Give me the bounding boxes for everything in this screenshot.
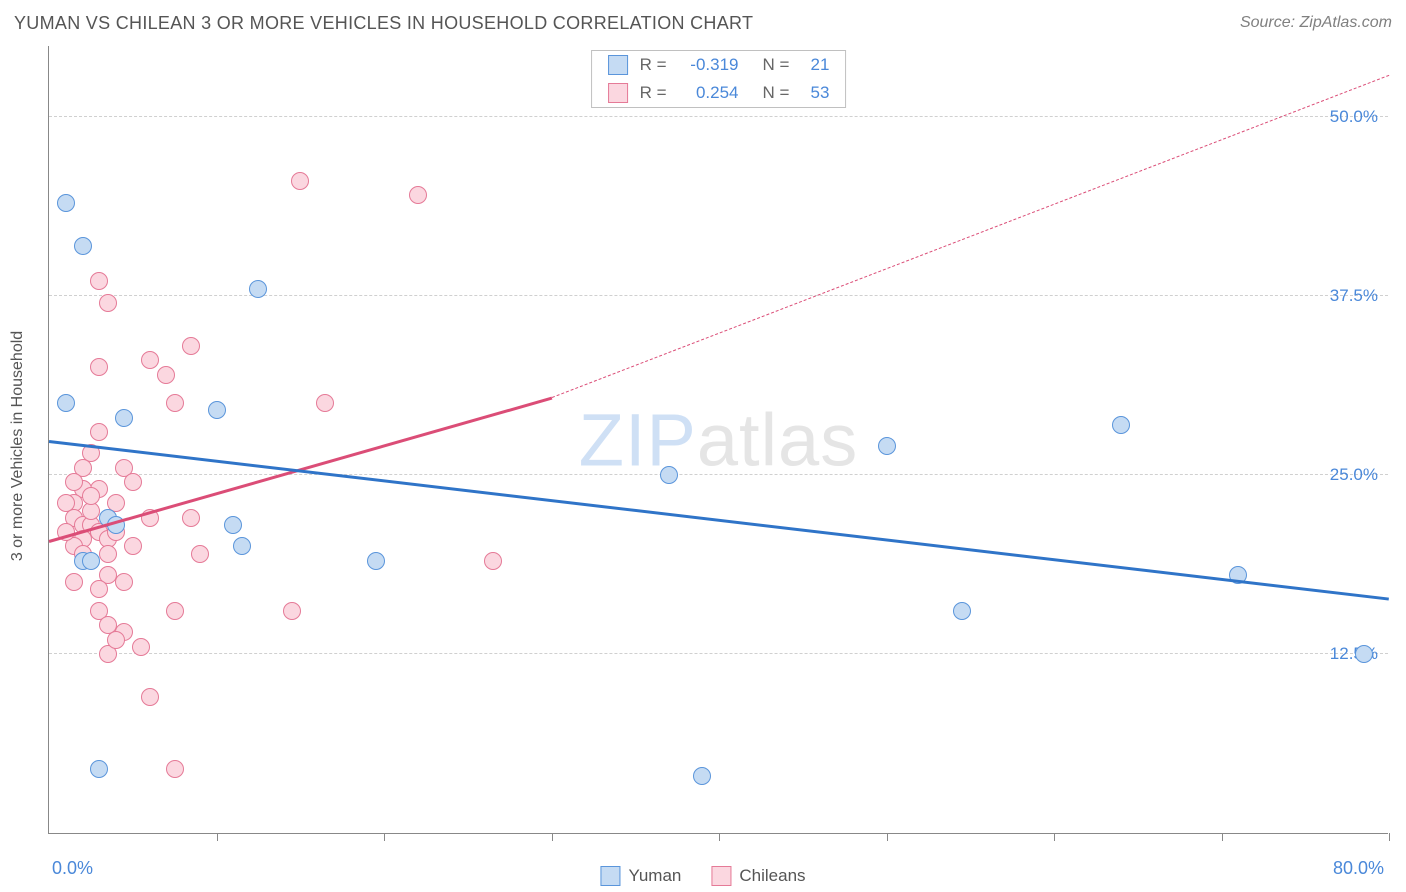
- y-tick-label: 50.0%: [1330, 107, 1378, 127]
- data-point: [99, 294, 117, 312]
- data-point: [166, 760, 184, 778]
- x-max-label: 80.0%: [1333, 858, 1384, 879]
- data-point: [484, 552, 502, 570]
- r-label: R =: [640, 83, 667, 103]
- data-point: [166, 394, 184, 412]
- watermark-atlas: atlas: [697, 398, 858, 481]
- n-value-chileans: 53: [801, 83, 829, 103]
- x-tick: [217, 833, 218, 841]
- data-point: [99, 545, 117, 563]
- data-point: [316, 394, 334, 412]
- data-point: [82, 487, 100, 505]
- source-attribution: Source: ZipAtlas.com: [1240, 14, 1392, 32]
- data-point: [291, 172, 309, 190]
- r-value-chileans: 0.254: [679, 83, 739, 103]
- data-point: [57, 394, 75, 412]
- data-point: [182, 509, 200, 527]
- y-tick-label: 37.5%: [1330, 286, 1378, 306]
- data-point: [57, 194, 75, 212]
- x-tick: [719, 833, 720, 841]
- swatch-yuman: [600, 866, 620, 886]
- n-value-yuman: 21: [801, 55, 829, 75]
- data-point: [224, 516, 242, 534]
- data-point: [90, 580, 108, 598]
- legend-row-yuman: R = -0.319 N = 21: [592, 51, 846, 79]
- y-axis-label: 3 or more Vehicles in Household: [9, 331, 27, 561]
- x-tick: [384, 833, 385, 841]
- chart-header: YUMAN VS CHILEAN 3 OR MORE VEHICLES IN H…: [0, 0, 1406, 46]
- x-tick: [1054, 833, 1055, 841]
- chart-title: YUMAN VS CHILEAN 3 OR MORE VEHICLES IN H…: [14, 13, 753, 34]
- data-point: [124, 537, 142, 555]
- x-tick: [552, 833, 553, 841]
- trend-line: [551, 75, 1389, 398]
- data-point: [367, 552, 385, 570]
- n-label: N =: [763, 55, 790, 75]
- n-label: N =: [763, 83, 790, 103]
- data-point: [115, 409, 133, 427]
- legend-row-chileans: R = 0.254 N = 53: [592, 79, 846, 107]
- r-label: R =: [640, 55, 667, 75]
- swatch-yuman: [608, 55, 628, 75]
- data-point: [660, 466, 678, 484]
- data-point: [124, 473, 142, 491]
- legend-label-chileans: Chileans: [739, 866, 805, 886]
- data-point: [249, 280, 267, 298]
- data-point: [878, 437, 896, 455]
- data-point: [953, 602, 971, 620]
- swatch-chileans: [608, 83, 628, 103]
- x-tick: [1389, 833, 1390, 841]
- correlation-legend: R = -0.319 N = 21 R = 0.254 N = 53: [591, 50, 847, 108]
- data-point: [1112, 416, 1130, 434]
- watermark: ZIPatlas: [579, 397, 858, 482]
- gridline: [49, 653, 1388, 654]
- legend-label-yuman: Yuman: [628, 866, 681, 886]
- data-point: [1355, 645, 1373, 663]
- watermark-zip: ZIP: [579, 398, 697, 481]
- data-point: [90, 760, 108, 778]
- data-point: [107, 631, 125, 649]
- swatch-chileans: [711, 866, 731, 886]
- data-point: [65, 473, 83, 491]
- gridline: [49, 474, 1388, 475]
- x-tick: [887, 833, 888, 841]
- series-legend: Yuman Chileans: [600, 866, 805, 886]
- r-value-yuman: -0.319: [679, 55, 739, 75]
- data-point: [283, 602, 301, 620]
- data-point: [132, 638, 150, 656]
- data-point: [208, 401, 226, 419]
- data-point: [157, 366, 175, 384]
- legend-item-chileans: Chileans: [711, 866, 805, 886]
- data-point: [115, 573, 133, 591]
- data-point: [141, 688, 159, 706]
- data-point: [82, 552, 100, 570]
- data-point: [90, 358, 108, 376]
- data-point: [191, 545, 209, 563]
- y-tick-label: 25.0%: [1330, 465, 1378, 485]
- trend-line: [49, 440, 1389, 601]
- x-tick: [1222, 833, 1223, 841]
- data-point: [233, 537, 251, 555]
- data-point: [141, 351, 159, 369]
- gridline: [49, 116, 1388, 117]
- data-point: [90, 272, 108, 290]
- data-point: [182, 337, 200, 355]
- data-point: [693, 767, 711, 785]
- legend-item-yuman: Yuman: [600, 866, 681, 886]
- x-min-label: 0.0%: [52, 858, 93, 879]
- data-point: [65, 573, 83, 591]
- gridline: [49, 295, 1388, 296]
- data-point: [409, 186, 427, 204]
- data-point: [74, 237, 92, 255]
- data-point: [90, 423, 108, 441]
- scatter-plot-area: ZIPatlas R = -0.319 N = 21 R = 0.254 N =…: [48, 46, 1388, 834]
- data-point: [166, 602, 184, 620]
